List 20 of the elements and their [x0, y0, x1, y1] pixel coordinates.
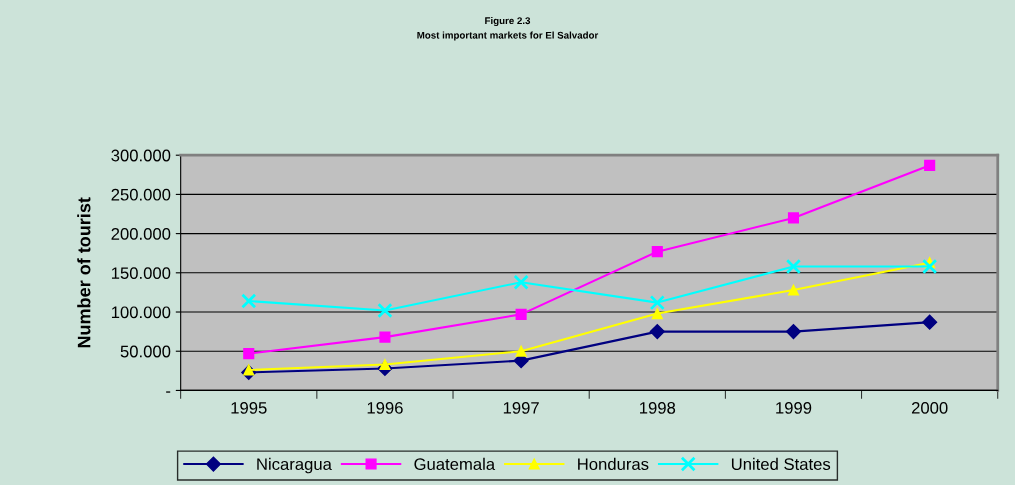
x-tick-label: 2000 — [911, 401, 948, 414]
y-tick-label: 200.000 — [111, 228, 171, 240]
x-tick-label: 1998 — [640, 401, 676, 414]
y-tick-label: 150.000 — [111, 267, 171, 280]
y-tick-label: 100.000 — [111, 306, 171, 319]
legend-label: United States — [731, 457, 831, 471]
legend-label: Honduras — [578, 457, 649, 471]
chart-subtitle: Most important markets for El Salvador — [417, 31, 599, 41]
y-axis-title: Number of tourist — [77, 197, 91, 348]
legend-label: Nicaragua — [257, 457, 332, 474]
y-tick-label: - — [166, 391, 171, 393]
y-tick-label: 300.000 — [111, 149, 171, 162]
x-tick-label: 1996 — [367, 401, 403, 414]
y-tick-label: 50.000 — [120, 345, 171, 358]
y-tick-label: 250.000 — [111, 188, 171, 201]
x-tick-label: 1995 — [231, 401, 267, 414]
x-tick-label: 1997 — [503, 401, 539, 414]
x-tick-label: 1999 — [776, 401, 812, 414]
chart-title: Figure 2.3 — [485, 16, 531, 27]
legend-label: Guatemala — [414, 457, 496, 471]
